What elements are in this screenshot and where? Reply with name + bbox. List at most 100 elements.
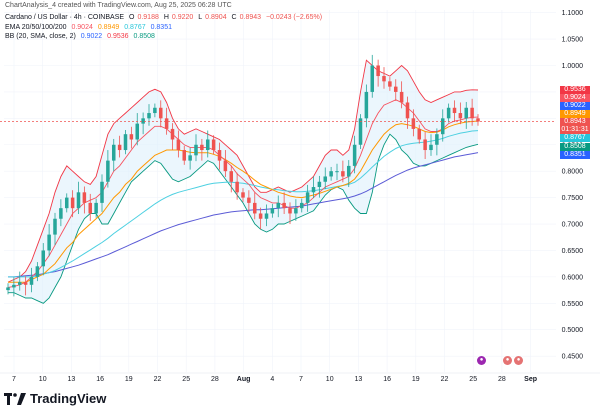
candle-up [76,192,81,209]
candle-up [205,139,210,151]
x-tick-label: 16 [96,376,104,383]
price-scale-label: 0.8943 [560,118,590,126]
x-tick-label: 25 [469,376,477,383]
candle-up [135,123,140,140]
candle-up [29,276,34,285]
y-tick-label: 0.6500 [562,248,584,255]
candle-up [59,208,63,219]
x-tick-label: Sep [524,376,537,383]
price-scale-label: 0.8949 [560,110,590,118]
candle-down [458,113,463,119]
candle-up [53,218,57,235]
price-scale-label: 0.9022 [560,102,590,110]
high-label: H [163,14,169,21]
event-icon[interactable]: ● [477,356,486,365]
candle-down [247,197,251,203]
x-tick-label: 10 [39,376,47,383]
candle-up [17,282,22,285]
candle-down [211,139,216,151]
candle-up [153,107,157,114]
ema-200-line [8,152,479,278]
candles [6,54,480,297]
close-value: 0.8943 [239,14,262,21]
candle-up [323,176,328,182]
price-scale-label: 0.9536 [560,86,590,94]
x-tick-label: Aug [237,376,251,383]
candle-up [111,144,116,161]
price-scale-label: 0.8767 [560,134,590,142]
price-scale-label: 0.8508 [560,143,590,151]
bollinger-upper-band [7,59,479,283]
candle-down [388,81,392,87]
candle-up [358,118,363,145]
candle-down [282,202,286,209]
open-label: O [129,14,135,21]
y-axis: 1.10001.05001.00000.95000.90000.85000.80… [562,10,584,361]
y-tick-label: 1.0500 [562,37,584,44]
candle-up [446,107,451,119]
close-label: C [231,14,237,21]
candle-down [411,118,416,129]
ema-label: EMA 20/50/100/200 [5,24,67,31]
symbol-name[interactable]: Cardano / US Dollar · 4h · COINBASE [5,14,125,21]
x-tick-label: 7 [12,376,16,383]
bb-lower-value: 0.8508 [133,33,155,40]
candle-down [417,128,422,140]
tradingview-logo-text: TradingView [30,391,107,406]
candle-down [235,181,239,193]
candle-up [264,213,269,219]
bb-upper-value: 0.9536 [107,33,129,40]
change-value: −0.0243 (−2.65%) [265,14,323,21]
candle-up [346,165,351,177]
low-value: 0.8904 [205,14,227,21]
x-tick-label: 13 [355,376,363,383]
candle-up [47,234,51,251]
ema-legend[interactable]: EMA 20/50/100/200 0.9024 0.8949 0.8767 0… [5,24,175,31]
candle-down [476,118,480,122]
candle-up [35,266,40,277]
candle-down [393,86,398,92]
x-tick-label: 28 [498,376,506,383]
x-tick-label: 7 [299,376,303,383]
ema200-value: 0.8351 [150,24,172,31]
x-tick-label: 19 [412,376,420,383]
candle-up [270,208,275,214]
y-tick-label: 0.6000 [562,274,584,281]
candle-down [399,91,404,103]
high-value: 0.9220 [171,14,194,21]
ema-100-line [8,130,479,278]
y-tick-label: 0.4500 [562,354,584,361]
candle-down [382,76,386,82]
flag-icon[interactable]: ● [503,356,512,365]
candle-up [100,181,104,203]
tradingview-logo[interactable]: TradingView [4,391,106,406]
candle-down [452,107,457,114]
x-tick-label: 22 [154,376,162,383]
bollinger-fill [8,60,478,304]
bb-legend[interactable]: BB (20, SMA, close, 2) 0.9022 0.9536 0.8… [5,33,158,40]
open-value: 0.9188 [137,14,159,21]
candle-up [12,284,16,288]
x-tick-label: 10 [326,376,334,383]
candle-down [258,213,263,219]
ema50-value: 0.8949 [97,24,120,31]
candle-down [182,150,187,161]
price-scale-label: 01:31:31 [560,126,590,134]
candle-down [229,171,234,182]
tradingview-logo-icon [4,392,26,405]
candle-up [370,65,375,92]
candle-up [440,118,445,135]
candle-down [88,202,93,214]
candle-down [117,144,122,151]
x-axis: 7 10 13 16 19 22 25 28 Aug 4 7 10 13 16 19 22 25 28 Sep [0,372,600,383]
candle-up [41,250,46,267]
candle-up [464,107,469,119]
candle-down [288,208,292,214]
flag-icon[interactable]: ● [514,356,523,365]
candle-up [6,287,10,291]
bb-basis-value: 0.9022 [80,33,103,40]
candle-down [341,171,345,177]
x-tick-label: 25 [182,376,190,383]
symbol-legend: Cardano / US Dollar · 4h · COINBASE O 0.9… [5,14,325,21]
